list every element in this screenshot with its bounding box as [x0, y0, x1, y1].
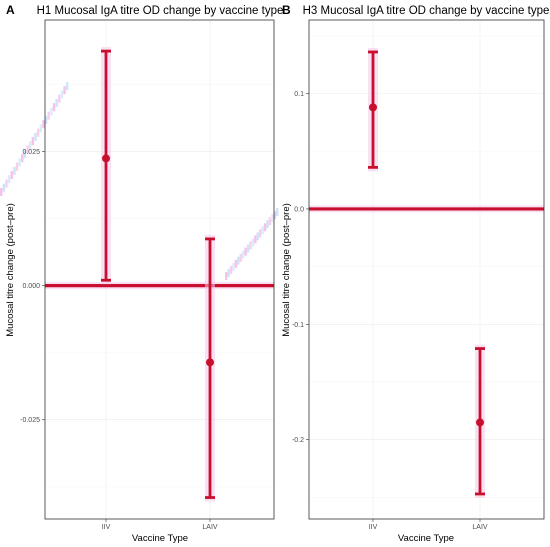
decor-streak-right [242, 250, 245, 259]
decor-streak-left [47, 111, 50, 120]
x-tick-label: IIV [102, 524, 111, 531]
panel-letter-a: A [6, 3, 15, 17]
decor-streak-left [63, 86, 66, 95]
panel-a-x-axis: IIV LAIV [102, 519, 218, 531]
decor-streak-right [227, 268, 230, 277]
panel-a-y-axis: -0.025 0.000 0.025 [20, 149, 45, 424]
decor-streak-right [239, 253, 242, 262]
decor-streak-right [256, 232, 259, 241]
y-tick-label: 0.000 [22, 283, 40, 290]
decor-streak-left [18, 158, 21, 167]
panel-b: B H3 Mucosal IgA titre OD change by vacc… [281, 3, 549, 544]
decor-streak-left [44, 115, 48, 124]
decor-streak-left [0, 188, 3, 196]
decor-streak-left [50, 107, 53, 116]
decor-streak-right [232, 262, 235, 271]
decor-streak-right [266, 220, 269, 229]
panel-b-marks [309, 47, 544, 498]
panel-a-marks [45, 47, 274, 502]
y-tick-label: 0.025 [22, 149, 40, 156]
decor-streak-left [13, 166, 16, 175]
y-tick-label: 0.0 [294, 206, 304, 213]
panel-b-y-axis: -0.2 -0.1 0.0 0.1 [292, 91, 309, 444]
decor-streak-left [31, 137, 35, 146]
y-tick-label: -0.2 [292, 437, 304, 444]
panel-a-x-axis-title: Vaccine Type [132, 533, 188, 544]
decor-streak-right [251, 238, 255, 247]
mean-point-iiv [369, 103, 377, 112]
decor-streak-right [259, 229, 262, 238]
decor-streak-right [268, 217, 272, 226]
panel-b-x-axis-title: Vaccine Type [398, 533, 454, 544]
panel-a: A H1 Mucosal IgA titre OD change by vacc… [0, 3, 283, 544]
panel-b-title: H3 Mucosal IgA titre OD change by vaccin… [303, 5, 550, 17]
panel-b-y-axis-title: Mucosal titre change (post–pre) [281, 203, 292, 337]
panel-a-grid [45, 20, 274, 519]
decor-streak-left [23, 149, 27, 158]
decor-streak-right [244, 247, 247, 256]
decor-streak-left [10, 171, 13, 180]
panel-a-plot-frame [44, 19, 275, 520]
x-tick-label: IIV [369, 524, 378, 531]
decor-streak-left [52, 103, 56, 112]
y-tick-label: -0.025 [20, 417, 40, 424]
panel-a-y-axis-title: Mucosal titre change (post–pre) [5, 203, 16, 337]
panel-a-decoration [0, 82, 279, 280]
panel-b-plot-frame [308, 19, 545, 520]
y-tick-label: -0.1 [292, 322, 304, 329]
y-tick-label: 0.1 [294, 91, 304, 98]
x-tick-label: LAIV [472, 524, 488, 531]
decor-streak-left [58, 94, 61, 103]
mean-point-iiv [102, 154, 110, 163]
panel-b-grid [309, 20, 544, 519]
decor-streak-left [42, 120, 45, 129]
panel-a-title: H1 Mucosal IgA titre OD change by vaccin… [37, 5, 284, 17]
mean-point-laiv [206, 358, 214, 367]
decor-streak-right [273, 211, 276, 220]
decor-streak-right [237, 256, 240, 265]
mean-point-laiv [476, 418, 484, 427]
decor-streak-right [263, 223, 267, 232]
decor-streak-right [271, 214, 274, 223]
decor-streak-right [234, 259, 238, 268]
decor-streak-right [249, 241, 252, 250]
decor-streak-left [66, 82, 69, 90]
panel-letter-b: B [282, 3, 291, 17]
x-tick-label: LAIV [202, 524, 218, 531]
decor-streak-left [7, 175, 11, 184]
decor-streak-right [246, 244, 250, 253]
decor-streak-left [39, 124, 42, 133]
decor-streak-left [55, 98, 58, 107]
decor-streak-left [5, 179, 8, 188]
decor-streak-left [34, 132, 37, 141]
decor-streak-right [261, 226, 264, 235]
decor-streak-right [229, 265, 233, 274]
decor-streak-left [26, 145, 29, 154]
decor-streak-right [225, 272, 228, 280]
decor-streak-left [29, 141, 32, 150]
decor-streak-right [254, 235, 257, 244]
decor-streak-left [15, 162, 19, 171]
panel-b-x-axis: IIV LAIV [369, 519, 488, 531]
decor-streak-right [276, 208, 279, 216]
decor-streak-left [60, 90, 64, 99]
decor-streak-left [21, 154, 24, 163]
decor-streak-left [36, 128, 40, 137]
decor-streak-left [2, 183, 6, 192]
